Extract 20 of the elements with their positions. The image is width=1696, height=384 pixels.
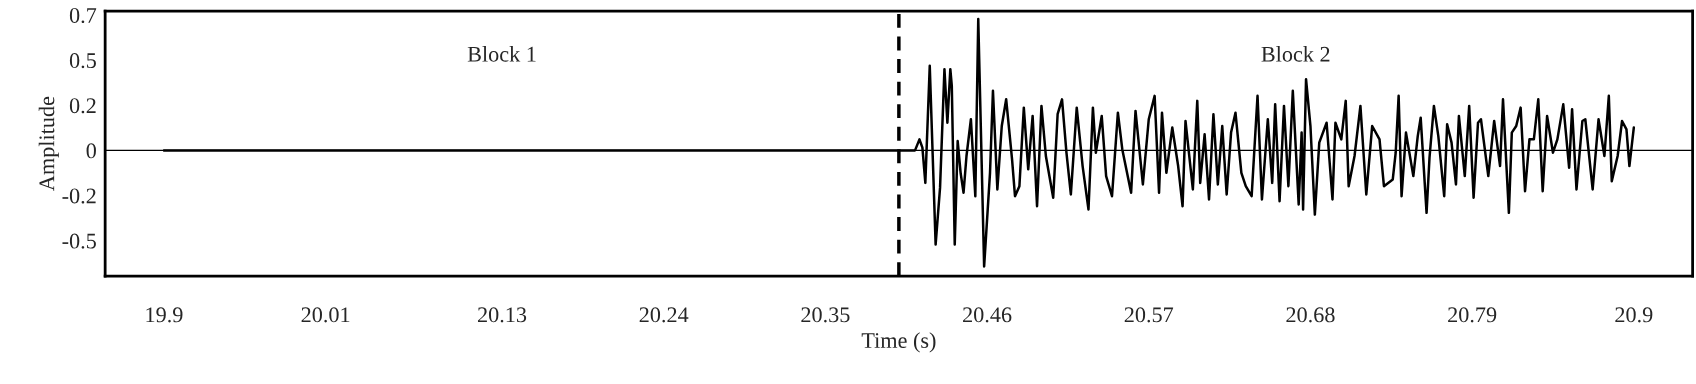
annotation: Block 1 [467,46,536,62]
y-axis-title: Amplitude [38,96,59,191]
x-tick-label: 20.68 [1286,307,1335,323]
x-tick-label: 20.01 [301,307,350,323]
x-tick-label: 20.35 [801,307,850,323]
y-tick-label: -0.2 [62,188,96,204]
x-tick-label: 20.9 [1615,307,1653,323]
x-tick-label: 20.57 [1124,307,1174,323]
y-tick-label: 0.2 [69,98,96,114]
y-tick-label: 0.5 [69,53,96,69]
annotation: Block 2 [1261,46,1330,62]
x-tick-label: 19.9 [146,307,183,323]
x-tick-label: 20.24 [639,307,689,323]
x-tick-label: 20.13 [477,307,527,323]
x-tick-label: 20.79 [1448,307,1497,323]
y-tick-label: 0.7 [69,7,97,24]
y-tick-label: 0 [86,143,96,159]
x-tick-label: 20.46 [963,307,1012,323]
x-axis-title: Time (s) [861,332,936,353]
y-tick-label: -0.5 [62,233,96,249]
